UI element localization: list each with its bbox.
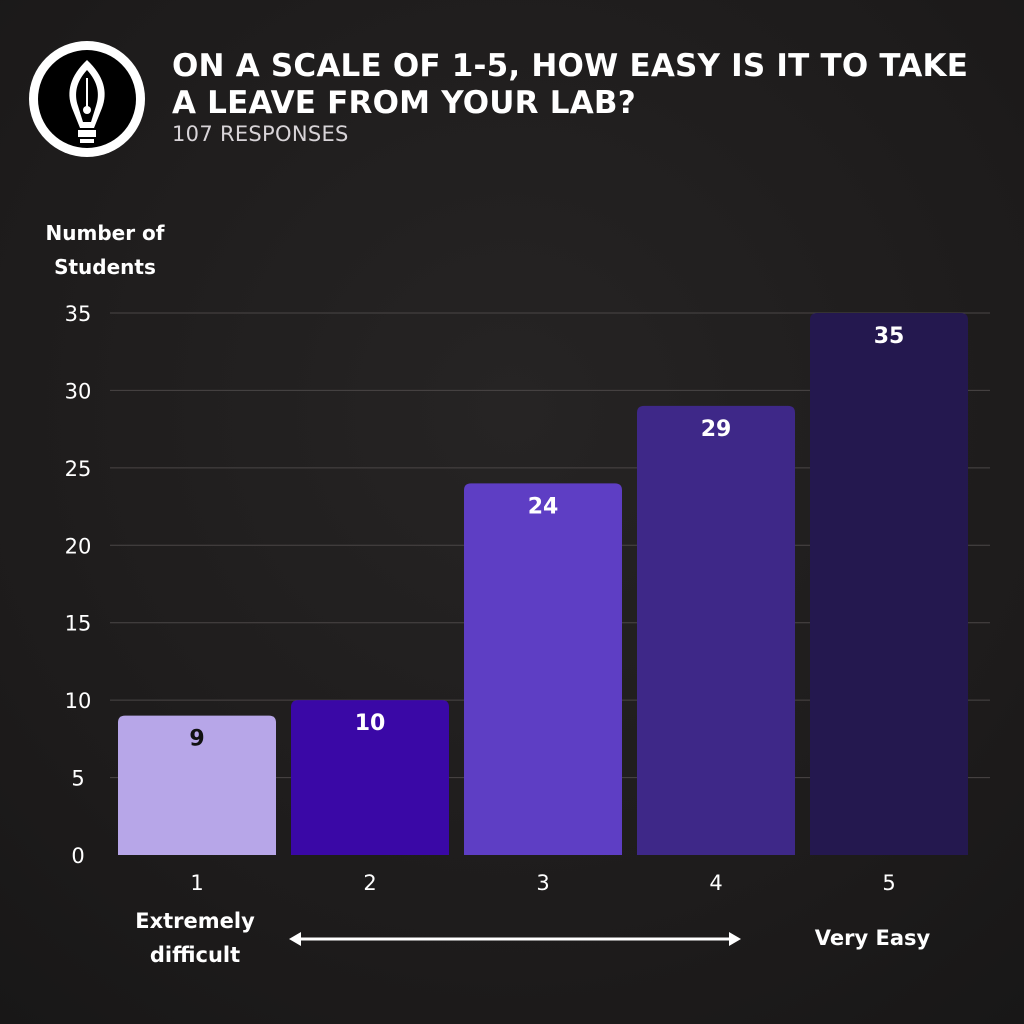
y-axis-label: Number of Students bbox=[45, 221, 165, 279]
x-tick-label: 1 bbox=[190, 871, 203, 895]
y-tick-label: 5 bbox=[71, 767, 84, 791]
scale-high-label: Very Easy bbox=[814, 926, 931, 950]
bar-value-label: 10 bbox=[355, 711, 386, 736]
bar-value-label: 24 bbox=[528, 494, 559, 519]
bar-4 bbox=[637, 405, 795, 855]
bar-3 bbox=[464, 483, 622, 855]
response-count: 107 RESPONSES bbox=[172, 122, 349, 146]
bar-1 bbox=[118, 715, 276, 855]
bar-value-label: 9 bbox=[189, 727, 204, 752]
x-tick-label: 4 bbox=[709, 871, 722, 895]
y-tick-label: 20 bbox=[65, 534, 92, 558]
y-tick-label: 15 bbox=[65, 612, 92, 636]
bar-value-label: 29 bbox=[701, 417, 732, 442]
bars: 9 10 24 29 35 bbox=[118, 313, 968, 855]
x-tick-label: 2 bbox=[363, 871, 376, 895]
pen-nib-logo-icon bbox=[29, 41, 145, 157]
page-title: ON A SCALE OF 1-5, HOW EASY IS IT TO TAK… bbox=[172, 48, 969, 121]
double-headed-arrow-icon bbox=[289, 932, 741, 946]
bar-value-label: 35 bbox=[874, 324, 905, 349]
y-tick-label: 25 bbox=[65, 457, 92, 481]
bar-5 bbox=[810, 313, 968, 855]
y-tick-label: 35 bbox=[65, 302, 92, 326]
x-tick-labels: 1 2 3 4 5 bbox=[190, 871, 895, 895]
x-tick-label: 5 bbox=[882, 871, 895, 895]
bar-2 bbox=[291, 700, 449, 855]
y-tick-label: 10 bbox=[65, 689, 92, 713]
scale-low-label: Extremely difficult bbox=[135, 909, 255, 967]
x-tick-label: 3 bbox=[536, 871, 549, 895]
y-tick-labels: 0 5 10 15 20 25 30 35 bbox=[65, 302, 92, 868]
y-tick-label: 0 bbox=[71, 844, 84, 868]
y-tick-label: 30 bbox=[65, 379, 92, 403]
